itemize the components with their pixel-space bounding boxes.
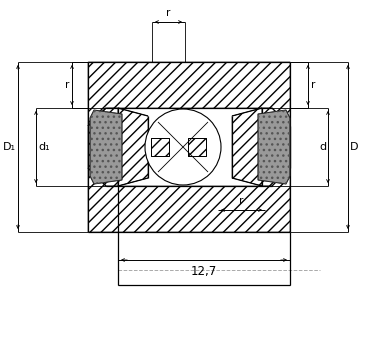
Polygon shape	[90, 110, 122, 184]
Bar	[188, 138, 206, 156]
Text: r: r	[239, 196, 244, 206]
Bar	[151, 138, 169, 156]
Text: r: r	[65, 80, 69, 90]
Text: 12,7: 12,7	[191, 265, 217, 278]
Text: r: r	[311, 80, 315, 90]
Text: D₁: D₁	[3, 142, 16, 152]
Text: r: r	[166, 8, 171, 18]
Bar	[188, 138, 206, 156]
Text: d₁: d₁	[38, 142, 50, 152]
Text: D: D	[350, 142, 358, 152]
Polygon shape	[258, 110, 290, 184]
Text: d: d	[319, 142, 326, 152]
Circle shape	[145, 109, 221, 185]
Bar	[151, 138, 169, 156]
